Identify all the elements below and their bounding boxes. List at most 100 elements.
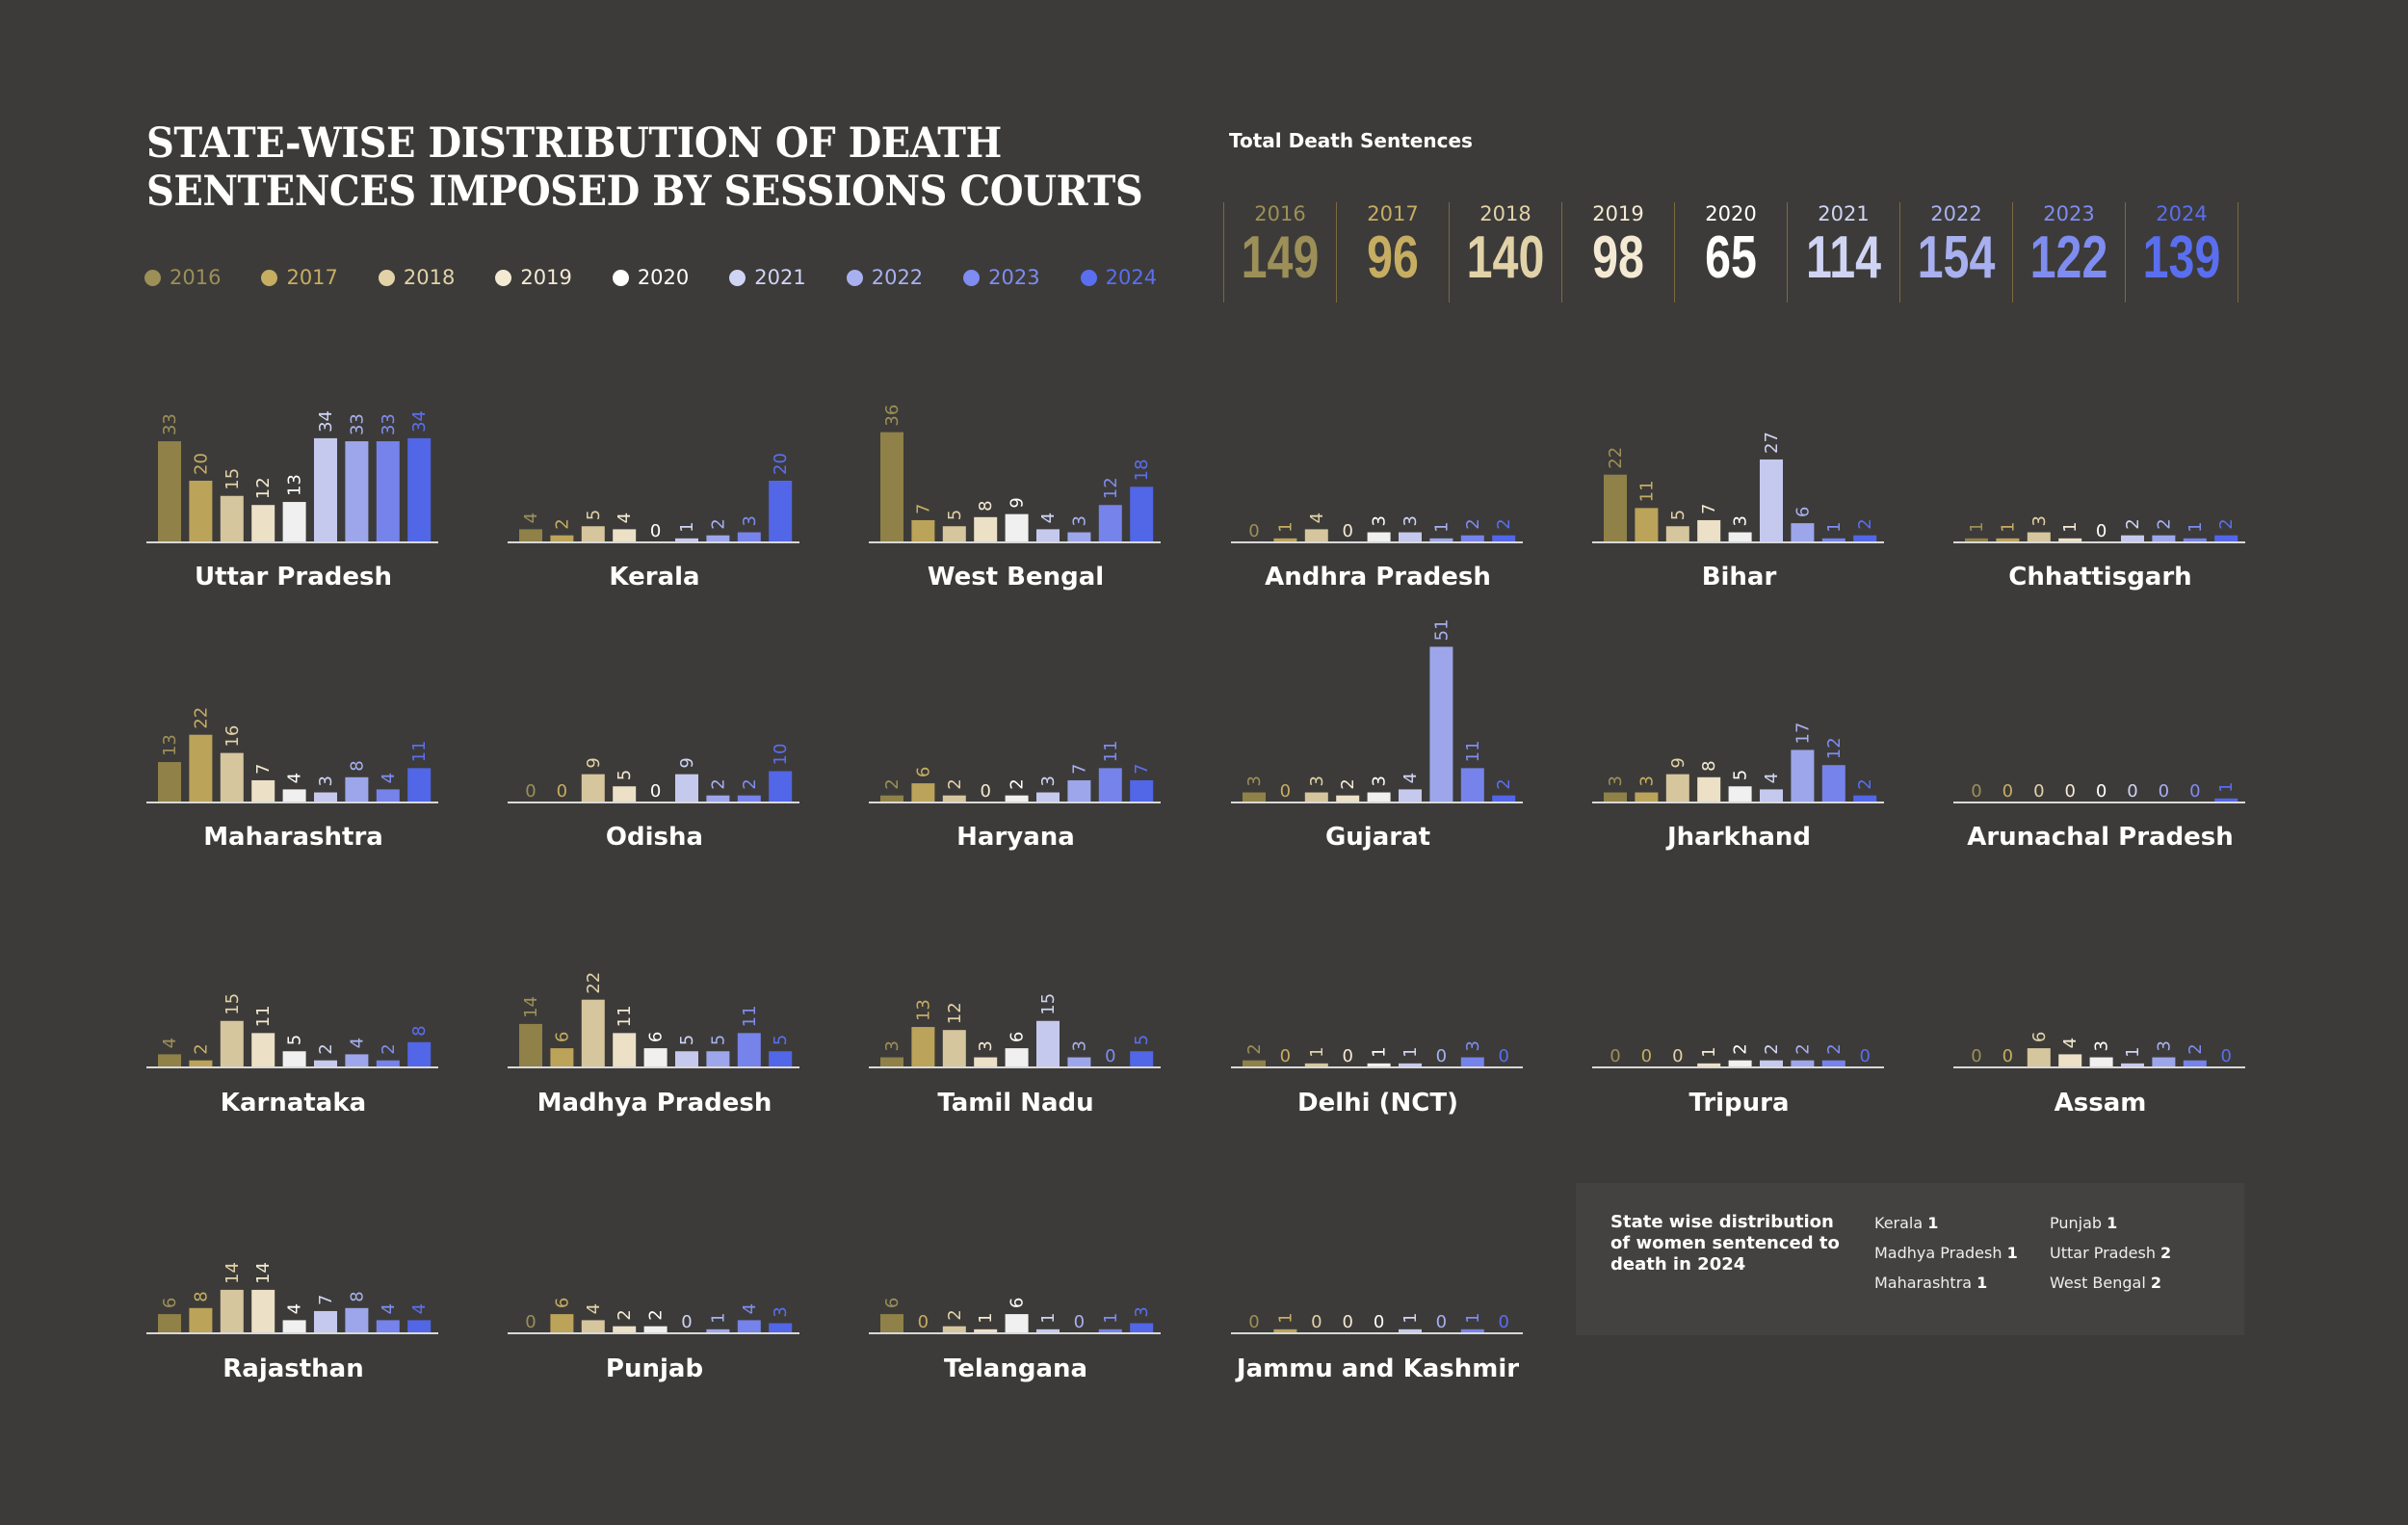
bar-value-label: 3 <box>1069 1040 1089 1051</box>
bar-chart: 0 0 64 313 2 0 <box>1953 1032 2245 1068</box>
bar-2021 <box>1036 792 1060 802</box>
total-cell-2019: 2019 98 <box>1561 202 1674 302</box>
bar-value-label: 5 <box>1132 1035 1152 1045</box>
women-list-item: Maharashtra 1 <box>1874 1274 2050 1292</box>
total-value: 98 <box>1592 224 1644 291</box>
bar-2018 <box>220 1289 244 1332</box>
bar-2023 <box>376 1060 400 1066</box>
bar-value-label: 4 <box>409 1303 430 1314</box>
bar-2020 <box>282 1320 306 1332</box>
legend-dot-icon <box>1080 269 1097 286</box>
bar-2022 <box>706 795 730 802</box>
bar-2023 <box>1821 538 1845 541</box>
state-name: Gujarat <box>1324 823 1431 852</box>
bar-value-label: 16 <box>222 725 243 748</box>
total-year: 2021 <box>1818 202 1870 225</box>
bar-value-label: 0 <box>1074 1312 1085 1332</box>
bar-2016 <box>519 529 542 541</box>
bar-2022 <box>1429 646 1453 802</box>
bar-2020 <box>1728 532 1752 541</box>
state-name: Maharashtra <box>203 823 383 852</box>
bar-value-label: 2 <box>1855 778 1875 789</box>
bar-2023 <box>1098 768 1122 802</box>
bar-value-label: 6 <box>1008 1032 1028 1042</box>
bar-value-label: 3 <box>1244 776 1265 786</box>
bar-value-label: 0 <box>2189 781 2200 802</box>
total-value: 140 <box>1466 224 1545 291</box>
bar-value-label: 3 <box>771 1306 791 1317</box>
legend-dot-icon <box>144 269 161 286</box>
bar-value-label: 6 <box>160 1298 180 1308</box>
bar-2024 <box>769 1323 793 1332</box>
state-name: Delhi (NCT) <box>1297 1089 1458 1117</box>
women-list-item: Uttar Pradesh 2 <box>2050 1244 2225 1262</box>
legend-label: 2019 <box>520 266 572 289</box>
state-name: Punjab <box>605 1354 704 1383</box>
bar-2023 <box>2183 1060 2207 1066</box>
bar-2022 <box>706 1051 730 1066</box>
legend-label: 2022 <box>871 266 924 289</box>
bar-value-label: 7 <box>253 763 274 774</box>
women-state-name: West Bengal <box>2050 1274 2151 1292</box>
bar-2020 <box>1367 792 1391 802</box>
bar-value-label: 5 <box>285 1035 305 1045</box>
bar-value-label: 1 <box>1463 1312 1483 1323</box>
bar-2017 <box>550 1048 574 1066</box>
total-year: 2020 <box>1705 202 1757 225</box>
bar-value-label: 0 <box>2220 1046 2231 1066</box>
bar-value-label: 18 <box>1132 459 1152 481</box>
bar-2023 <box>2183 538 2207 541</box>
bar-2023 <box>737 1033 761 1066</box>
bar-2022 <box>1067 1057 1091 1066</box>
bar-value-label: 4 <box>347 1038 367 1048</box>
bar-value-label: 2 <box>2154 518 2174 529</box>
bar-2016 <box>158 1054 181 1066</box>
bar-value-label: 8 <box>409 1025 430 1036</box>
bar-value-label: 11 <box>253 1005 274 1027</box>
bar-value-label: 4 <box>379 1303 399 1314</box>
title-line-2: SENTENCES IMPOSED BY SESSIONS COURTS <box>146 168 1143 216</box>
bar-2017 <box>189 1060 213 1066</box>
bar-2017 <box>911 783 935 802</box>
state-chart-jammu-and-kashmir: 0 1 0 0 0 1 0 1 0 Jammu and Kashmir <box>1231 1140 1525 1383</box>
bar-value-label: 2 <box>646 1309 667 1320</box>
bar-value-label: 3 <box>1731 515 1751 526</box>
bar-2021 <box>675 1051 698 1066</box>
bar-value-label: 22 <box>191 707 211 729</box>
total-year: 2022 <box>1930 202 1982 225</box>
bar-value-label: 2 <box>1793 1043 1813 1054</box>
women-box-list: Kerala 1 Punjab 1 Madhya Pradesh 1 Uttar Pr… <box>1874 1214 2225 1292</box>
bar-2019 <box>613 786 637 802</box>
bar-value-label: 1 <box>1275 521 1296 532</box>
bar-value-label: 1 <box>1431 521 1452 532</box>
bar-2018 <box>2027 1048 2051 1066</box>
bar-value-label: 4 <box>615 513 635 523</box>
legend-label: 2024 <box>1105 266 1158 289</box>
bar-value-label: 15 <box>222 468 243 490</box>
state-chart-jharkhand: 3 3 9 8 5 4 17 12 2 Jharkhand <box>1592 609 1886 852</box>
bar-2024 <box>1130 779 1154 802</box>
bar-value-label: 0 <box>1672 1046 1683 1066</box>
state-name: Bihar <box>1701 563 1777 592</box>
bar-value-label: 11 <box>1101 740 1121 762</box>
bar-value-label: 22 <box>1606 447 1626 469</box>
state-chart-uttar-pradesh: 33 20 15 12 13 34 33 33 34 Uttar Pradesh <box>146 349 440 592</box>
bar-chart: 2 0 1 0 1 1 030 <box>1231 1040 1523 1068</box>
bar-2017 <box>1273 1328 1297 1332</box>
bar-chart: 425 40 1 2 320 <box>508 453 799 543</box>
bar-2016 <box>880 432 903 541</box>
bar-2016 <box>158 441 181 541</box>
total-year: 2018 <box>1479 202 1531 225</box>
bar-2023 <box>376 1320 400 1332</box>
state-chart-assam: 0 0 6 4 3 1 3 2 0 Assam <box>1953 874 2247 1117</box>
totals-label: Total Death Sentences <box>1229 129 1473 152</box>
bar-2022 <box>1791 523 1815 541</box>
bar-value-label: 7 <box>1699 503 1719 513</box>
bar-2022 <box>1429 538 1453 541</box>
bar-2018 <box>581 526 605 541</box>
bar-2016 <box>1965 538 1988 541</box>
state-name: Uttar Pradesh <box>194 563 393 592</box>
state-chart-bihar: 22 11 5 7 3 27 6 1 2 Bihar <box>1592 349 1886 592</box>
legend-dot-icon <box>846 269 863 286</box>
bar-value-label: 11 <box>615 1005 635 1027</box>
